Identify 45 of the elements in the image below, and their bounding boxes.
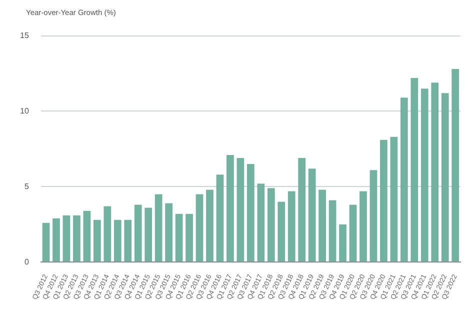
bar — [370, 170, 378, 262]
bar — [124, 220, 132, 262]
y-tick-label: 10 — [20, 106, 30, 116]
bar — [400, 98, 408, 262]
bar — [339, 224, 346, 262]
bar — [441, 93, 449, 262]
bar — [452, 68, 460, 262]
bar — [226, 154, 234, 262]
bar — [62, 215, 70, 262]
bar — [298, 158, 306, 262]
bar — [42, 222, 50, 262]
bar — [246, 164, 254, 262]
y-tick-label: 15 — [20, 31, 30, 40]
bar — [431, 82, 439, 262]
bar — [257, 184, 265, 262]
bar — [73, 215, 80, 262]
bar — [328, 200, 336, 262]
bar — [104, 206, 112, 262]
bar — [360, 191, 367, 262]
bar — [278, 202, 286, 262]
bar — [186, 214, 193, 262]
y-tick-label: 5 — [24, 182, 30, 191]
bar — [288, 191, 296, 262]
bar — [267, 188, 275, 262]
bar — [216, 174, 224, 262]
bar — [318, 190, 326, 262]
bar — [83, 210, 91, 262]
bar — [420, 88, 428, 262]
y-tick-label: 0 — [24, 257, 30, 266]
bar — [114, 220, 122, 262]
bar — [144, 208, 152, 262]
bar — [206, 190, 214, 262]
bar — [52, 218, 60, 262]
bar — [175, 214, 183, 262]
bar — [196, 194, 204, 262]
bar — [390, 136, 398, 262]
bar — [380, 140, 388, 262]
bar — [308, 168, 316, 262]
bar — [410, 78, 418, 262]
bar — [154, 194, 162, 262]
bar — [134, 204, 142, 262]
bar — [165, 203, 172, 262]
bar — [349, 204, 357, 262]
bar — [93, 220, 101, 262]
bar — [236, 158, 244, 262]
